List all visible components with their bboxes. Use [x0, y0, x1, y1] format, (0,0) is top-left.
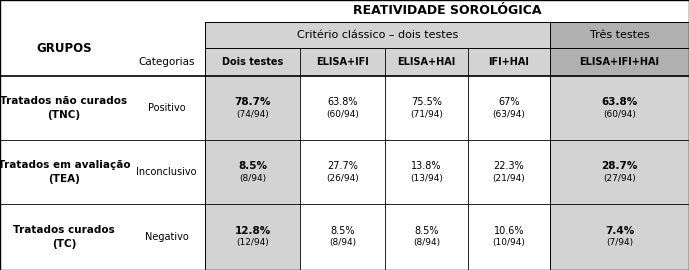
- Text: (63/94): (63/94): [493, 110, 526, 119]
- Text: 12.8%: 12.8%: [234, 226, 271, 236]
- Text: 8.5%: 8.5%: [414, 226, 439, 236]
- Text: Três testes: Três testes: [590, 30, 649, 40]
- Text: (13/94): (13/94): [410, 174, 443, 183]
- Text: ELISA+IFI: ELISA+IFI: [316, 57, 369, 67]
- Text: Positivo: Positivo: [147, 103, 185, 113]
- Text: 8.5%: 8.5%: [330, 226, 355, 236]
- Text: 63.8%: 63.8%: [327, 97, 358, 107]
- Text: 78.7%: 78.7%: [234, 97, 271, 107]
- Bar: [0, 22, 205, 48]
- Text: 8.5%: 8.5%: [238, 161, 267, 171]
- Text: (26/94): (26/94): [326, 174, 359, 183]
- Text: Dois testes: Dois testes: [222, 57, 283, 67]
- Text: (27/94): (27/94): [603, 174, 636, 183]
- Text: 28.7%: 28.7%: [601, 161, 638, 171]
- Text: 75.5%: 75.5%: [411, 97, 442, 107]
- Bar: [550, 22, 689, 48]
- Bar: [0, 0, 689, 22]
- Bar: [0, 48, 205, 76]
- Text: (10/94): (10/94): [493, 238, 526, 248]
- Bar: [205, 22, 550, 48]
- Text: (74/94): (74/94): [236, 110, 269, 119]
- Text: 27.7%: 27.7%: [327, 161, 358, 171]
- Bar: [0, 140, 689, 204]
- Bar: [550, 140, 689, 204]
- Text: Inconclusivo: Inconclusivo: [136, 167, 197, 177]
- Bar: [205, 140, 300, 204]
- Text: (12/94): (12/94): [236, 238, 269, 248]
- Text: Tratados não curados
(TNC): Tratados não curados (TNC): [1, 96, 127, 120]
- Text: 22.3%: 22.3%: [493, 161, 524, 171]
- Bar: [550, 76, 689, 140]
- Text: 13.8%: 13.8%: [411, 161, 442, 171]
- Bar: [205, 204, 300, 270]
- Text: ELISA+HAI: ELISA+HAI: [398, 57, 455, 67]
- Bar: [205, 76, 300, 140]
- Text: Categorias: Categorias: [138, 57, 195, 67]
- Text: (7/94): (7/94): [606, 238, 633, 248]
- Text: IFI+HAI: IFI+HAI: [489, 57, 529, 67]
- Text: Critério clássico – dois testes: Critério clássico – dois testes: [297, 30, 458, 40]
- Bar: [0, 204, 689, 270]
- Bar: [0, 76, 689, 140]
- Text: GRUPOS: GRUPOS: [37, 42, 92, 56]
- Bar: [550, 48, 689, 76]
- Text: 7.4%: 7.4%: [605, 226, 634, 236]
- Text: Negativo: Negativo: [145, 232, 188, 242]
- Text: (8/94): (8/94): [413, 238, 440, 248]
- Text: Tratados curados
(TC): Tratados curados (TC): [13, 225, 115, 249]
- Text: 10.6%: 10.6%: [494, 226, 524, 236]
- Text: ELISA+IFI+HAI: ELISA+IFI+HAI: [579, 57, 659, 67]
- Text: REATIVIDADE SOROLÓGICA: REATIVIDADE SOROLÓGICA: [353, 5, 542, 18]
- Text: Tratados em avaliação
(TEA): Tratados em avaliação (TEA): [0, 160, 130, 184]
- Bar: [205, 48, 550, 76]
- Text: (60/94): (60/94): [326, 110, 359, 119]
- Text: 67%: 67%: [498, 97, 520, 107]
- Text: 63.8%: 63.8%: [601, 97, 637, 107]
- Text: (60/94): (60/94): [603, 110, 636, 119]
- Text: (21/94): (21/94): [493, 174, 526, 183]
- Text: (71/94): (71/94): [410, 110, 443, 119]
- Text: (8/94): (8/94): [239, 174, 266, 183]
- Text: (8/94): (8/94): [329, 238, 356, 248]
- Bar: [550, 204, 689, 270]
